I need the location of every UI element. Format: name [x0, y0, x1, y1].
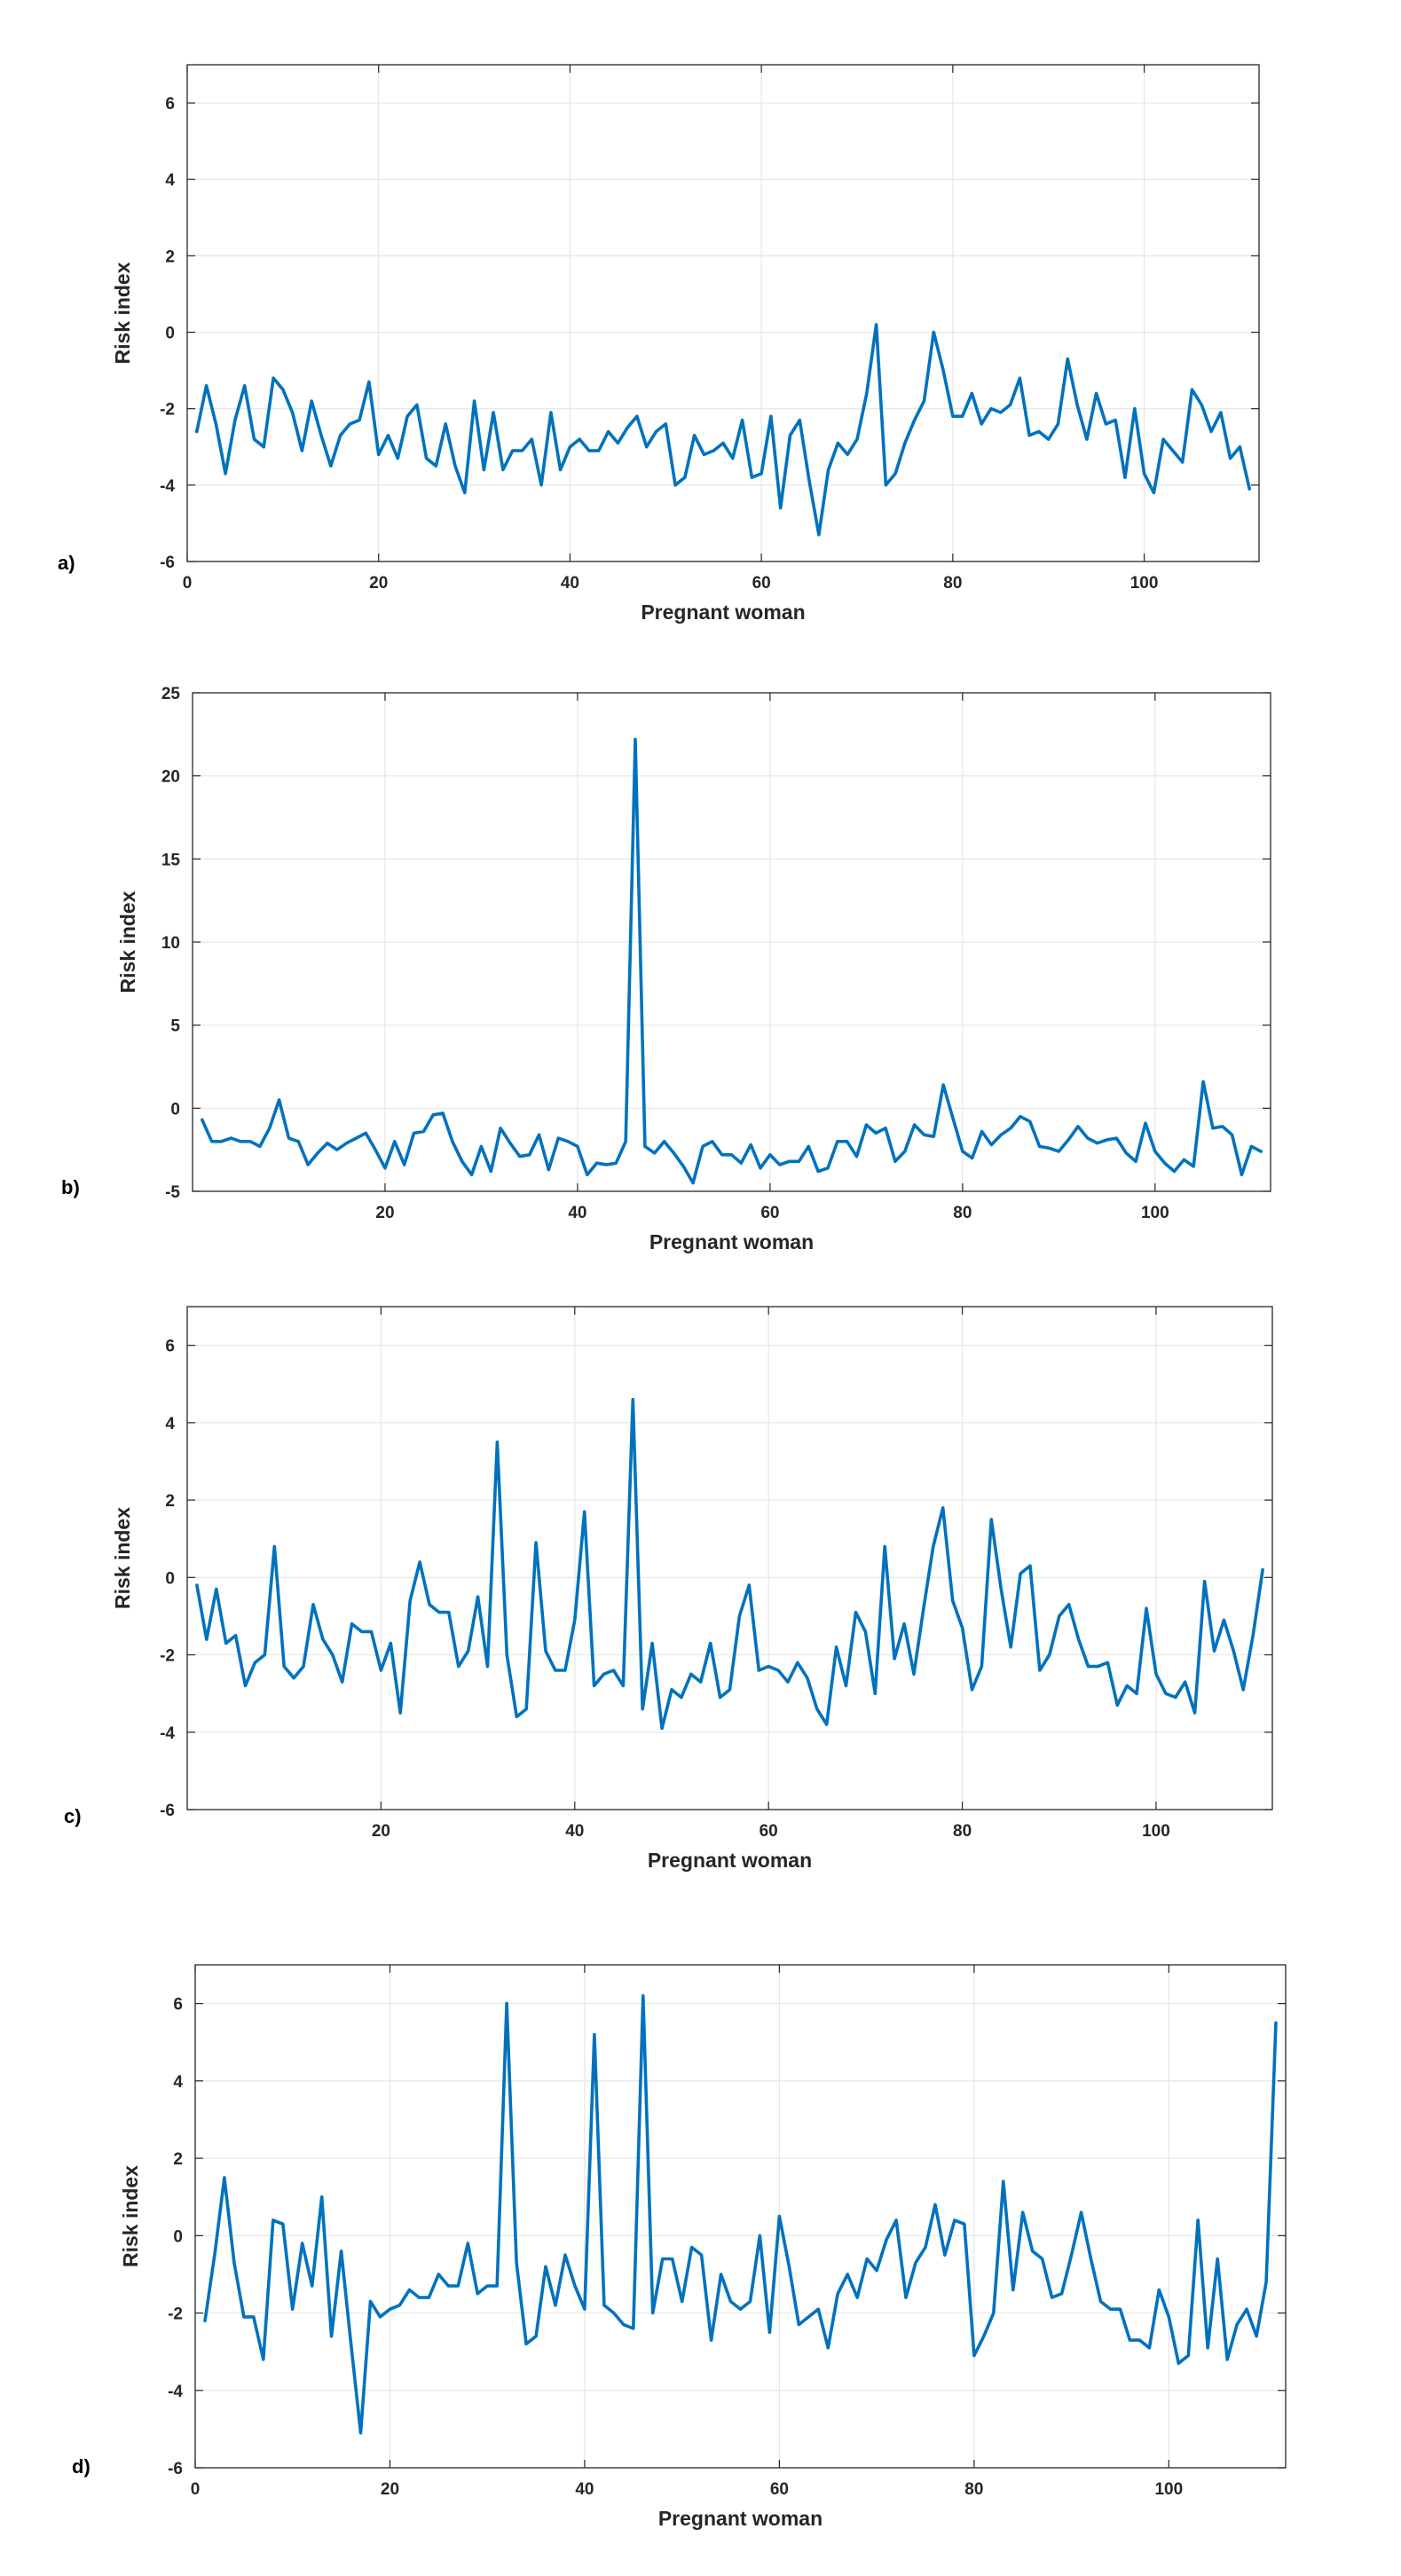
x-tick-label: 80 [943, 574, 962, 593]
series-line [195, 1397, 1264, 1731]
y-tick-label: -2 [160, 401, 175, 420]
x-tick-label: 100 [1141, 1204, 1169, 1222]
y-tick-label: 6 [173, 1996, 183, 2014]
x-tick-label: 40 [565, 1822, 584, 1841]
x-tick-label: 20 [372, 1822, 390, 1841]
y-tick-label: -5 [165, 1183, 180, 1202]
axes-box [194, 1964, 1287, 2469]
x-tick-label: 60 [770, 2480, 789, 2499]
y-tick-label: 6 [165, 1338, 175, 1356]
x-tick-label: 80 [953, 1204, 972, 1222]
x-axis-label: Pregnant woman [641, 601, 805, 624]
axes-box [186, 1306, 1273, 1810]
panel-label: d) [72, 2455, 91, 2478]
x-tick-label: 20 [369, 574, 388, 593]
x-tick-label: 100 [1154, 2480, 1183, 2499]
y-tick-label: -4 [160, 1724, 175, 1743]
x-tick-label: 100 [1142, 1822, 1170, 1841]
y-tick-label: 5 [170, 1017, 180, 1036]
x-tick-label: 80 [964, 2480, 983, 2499]
x-tick-label: 0 [191, 2480, 201, 2499]
axes-box [186, 64, 1260, 562]
y-tick-label: -4 [168, 2383, 183, 2401]
y-tick-label: 0 [170, 1100, 180, 1119]
y-axis-label: Risk index [119, 2165, 142, 2267]
y-tick-label: 0 [165, 325, 175, 343]
y-tick-label: 4 [173, 2073, 183, 2092]
x-axis-label: Pregnant woman [648, 1849, 812, 1872]
x-tick-label: 60 [760, 1204, 779, 1222]
x-tick-label: 100 [1130, 574, 1159, 593]
y-tick-label: 10 [161, 934, 180, 953]
y-tick-label: -4 [160, 477, 175, 496]
y-tick-label: 0 [165, 1569, 175, 1588]
y-axis-label: Risk index [111, 262, 134, 364]
y-axis-label: Risk index [116, 891, 139, 993]
plot-area [187, 1307, 1272, 1810]
panel-c: 20 40 60 80 100 -6 -4 -2 0 2 4 6 Pregnant woman Risk … [64, 1306, 1273, 1872]
y-tick-label: 2 [173, 2150, 183, 2169]
panel-d: 0 20 40 60 80 100 -6 -4 -2 0 2 4 6 Pregnant woman Risk… [72, 1964, 1287, 2530]
x-tick-label: 0 [183, 574, 193, 593]
y-tick-label: -2 [160, 1647, 175, 1666]
y-tick-label: 20 [161, 768, 180, 787]
y-tick-label: -6 [160, 1802, 175, 1820]
x-tick-label: 40 [575, 2480, 594, 2499]
x-tick-label: 80 [953, 1822, 972, 1841]
panel-a: 0 20 40 60 80 100 -6 -4 -2 0 2 4 6 Pregnant woman Risk… [58, 64, 1260, 624]
y-tick-label: -6 [160, 554, 175, 572]
series-line [195, 323, 1251, 537]
y-tick-label: 4 [165, 1415, 175, 1433]
series-line [201, 737, 1263, 1185]
y-tick-label: 6 [165, 95, 175, 114]
y-axis-label: Risk index [111, 1507, 134, 1609]
y-tick-label: -2 [168, 2305, 183, 2324]
y-tick-label: 15 [161, 851, 181, 869]
y-tick-label: 25 [161, 685, 181, 703]
x-tick-label: 40 [561, 574, 579, 593]
plot-area [195, 1965, 1286, 2468]
x-tick-label: 20 [375, 1204, 394, 1222]
series-line [203, 1994, 1278, 2435]
x-tick-label: 60 [760, 1822, 778, 1841]
x-tick-label: 60 [752, 574, 771, 593]
x-tick-label: 20 [381, 2480, 399, 2499]
panel-label: c) [64, 1805, 82, 1827]
y-tick-label: 0 [173, 2227, 183, 2246]
y-tick-label: 2 [165, 1492, 175, 1511]
panel-label: a) [58, 552, 75, 574]
x-axis-label: Pregnant woman [649, 1230, 814, 1253]
y-tick-label: 4 [165, 171, 175, 190]
panel-label: b) [61, 1176, 80, 1198]
panel-b: 20 40 60 80 100 -5 0 5 10 15 20 25 Pregnant woman Ris… [61, 685, 1271, 1253]
y-tick-label: 2 [165, 247, 175, 266]
y-tick-label: -6 [168, 2460, 183, 2478]
plot-area [187, 65, 1259, 562]
x-axis-label: Pregnant woman [658, 2507, 822, 2530]
x-tick-label: 40 [568, 1204, 586, 1222]
